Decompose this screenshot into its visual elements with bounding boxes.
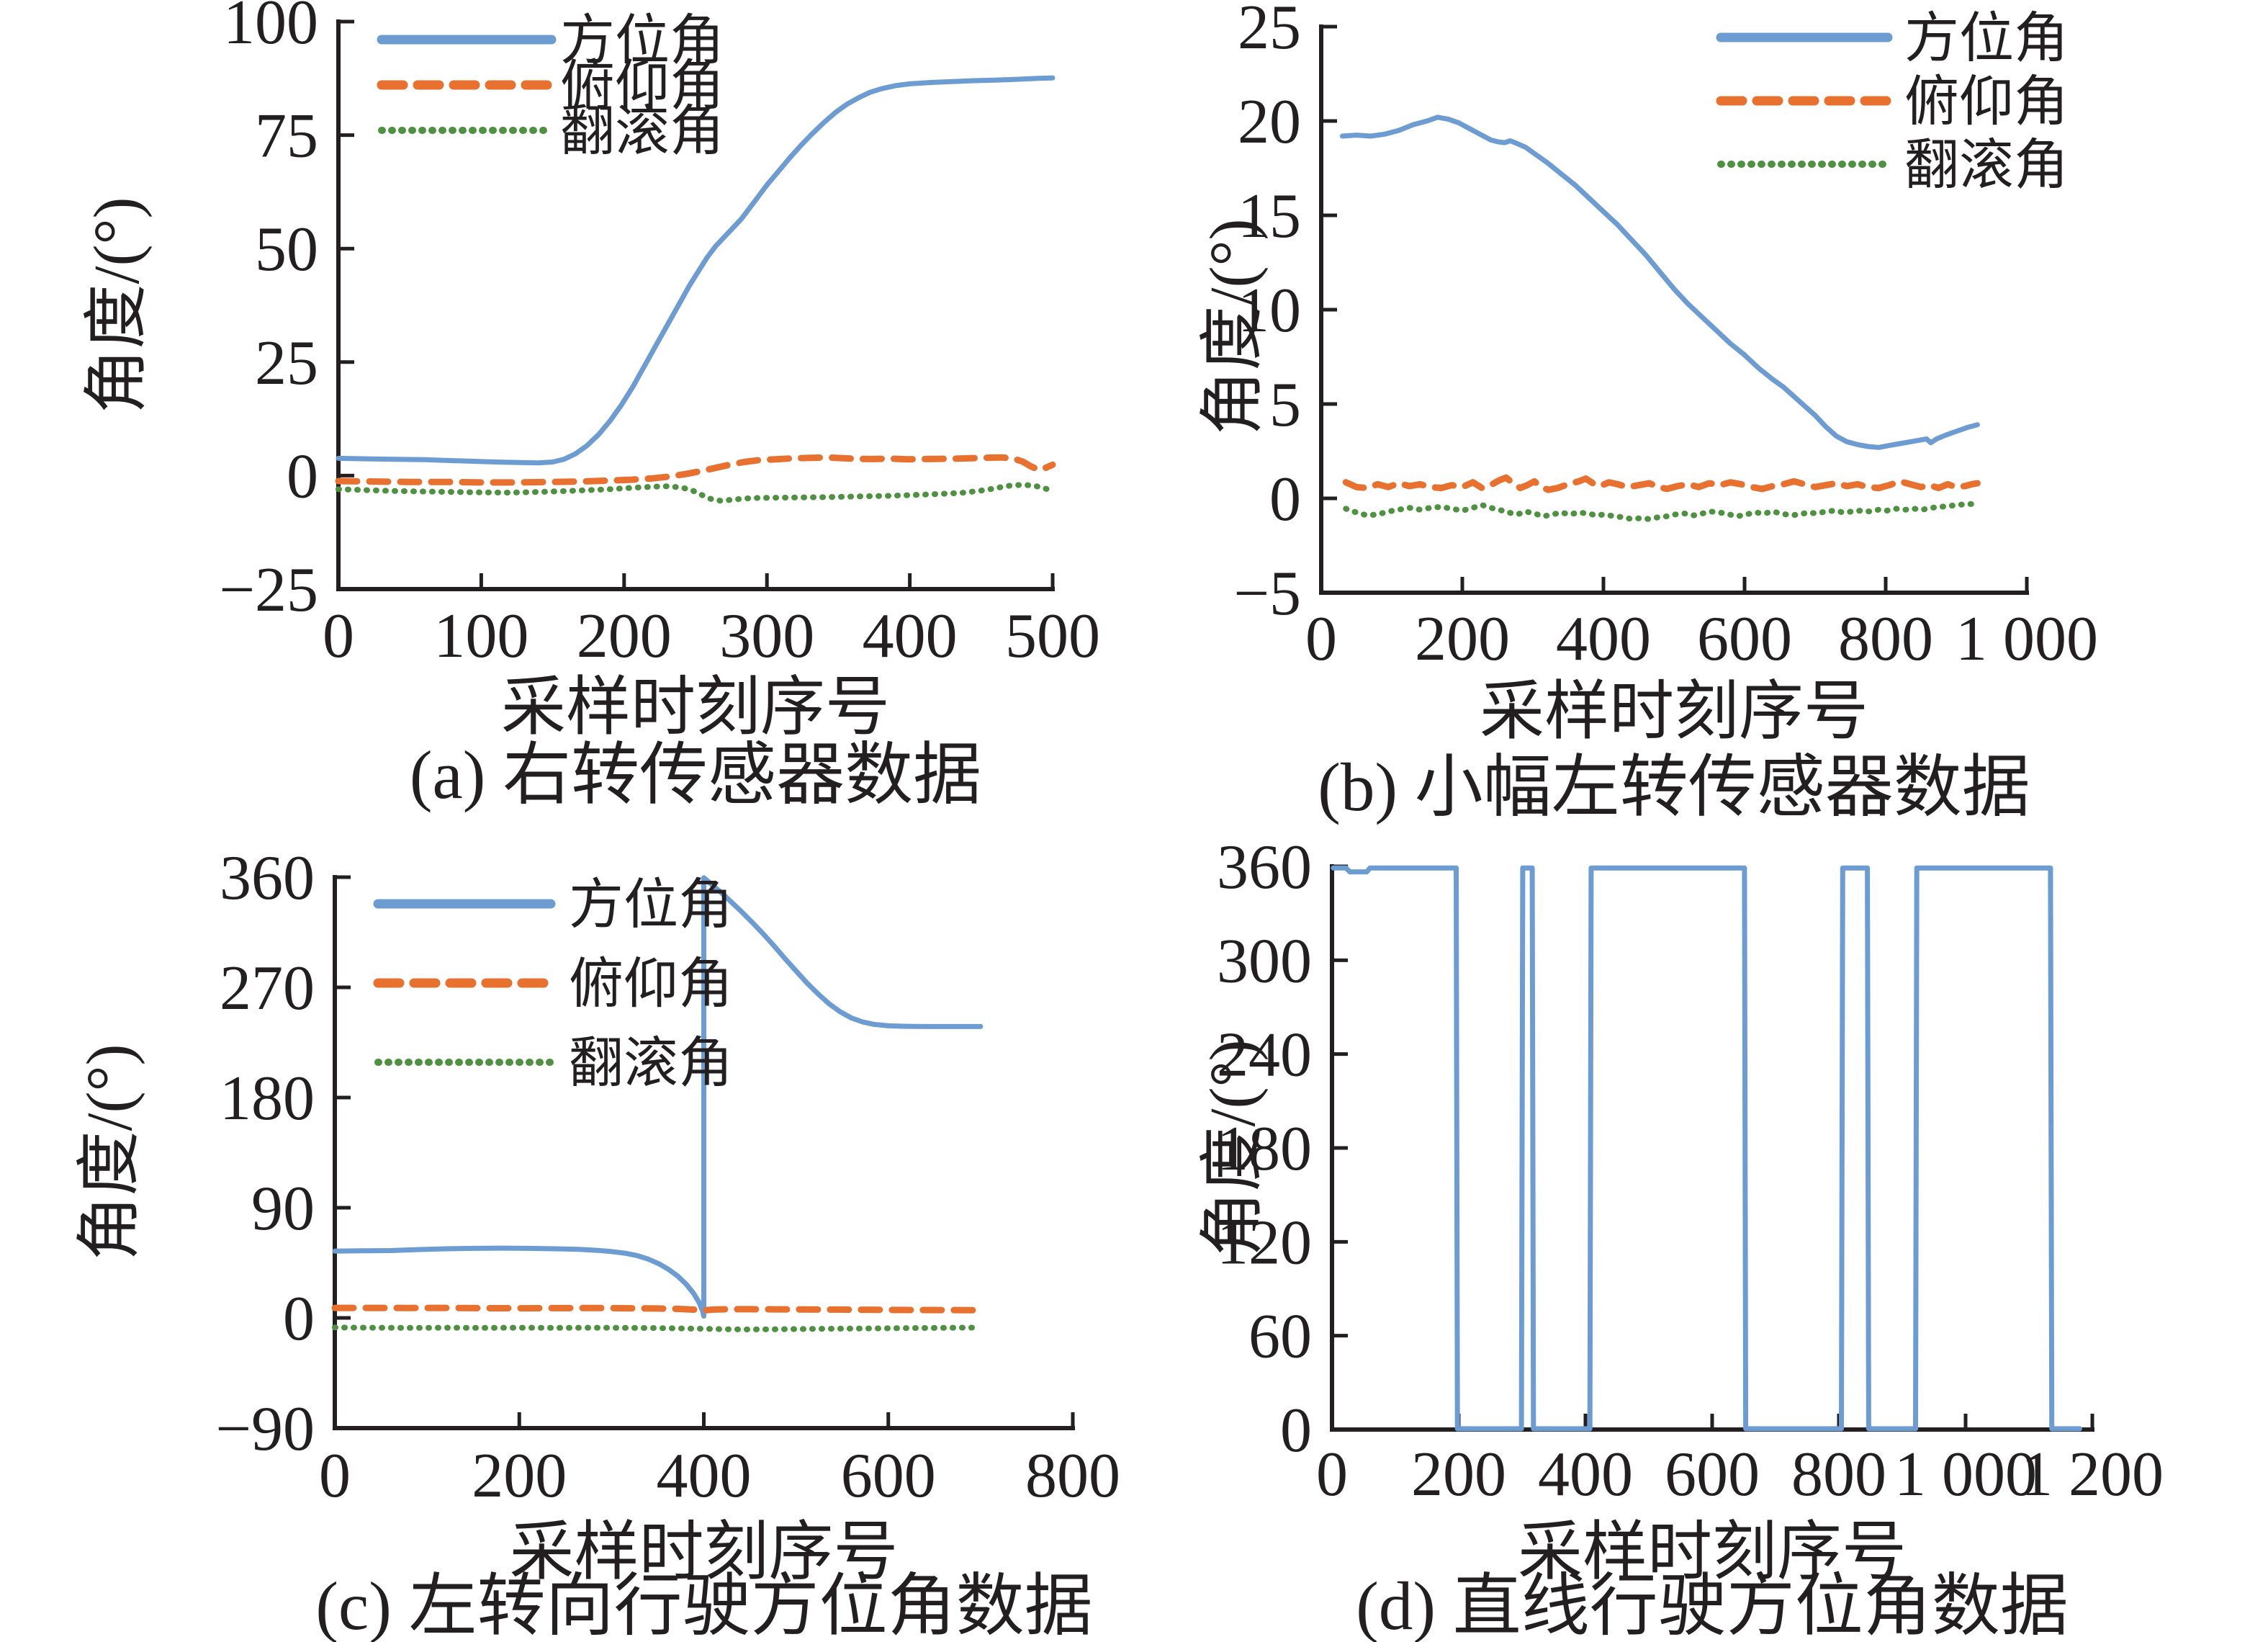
x-tick-label: 600 <box>841 1441 936 1511</box>
series-line-azimuth <box>1339 115 1980 450</box>
x-axis-title: 采样时刻序号 <box>1518 1517 1907 1588</box>
x-tick-label: 300 <box>719 601 814 671</box>
y-axis-title: 角度/(°) <box>81 197 153 414</box>
y-tick-label: 0 <box>283 1284 315 1354</box>
series-line-azimuth <box>1331 865 2082 1432</box>
y-tick-label: −90 <box>215 1394 315 1464</box>
y-tick-label: 25 <box>255 328 318 398</box>
x-tick-label: 0 <box>1316 1440 1348 1509</box>
y-axis-title: 角度/(°) <box>74 1044 145 1261</box>
legend-label-roll: 翻滚角 <box>569 1033 733 1094</box>
x-tick-label: 600 <box>1697 604 1792 674</box>
x-axis-title: 采样时刻序号 <box>1480 676 1868 748</box>
x-axis-title: 采样时刻序号 <box>510 1517 899 1588</box>
legend-label-azimuth: 方位角 <box>560 11 724 71</box>
legend-label-roll: 翻滚角 <box>1904 135 2069 196</box>
y-tick-label: 180 <box>1217 1114 1312 1184</box>
series-line-pitch <box>331 1304 984 1314</box>
y-tick-label: −5 <box>1233 559 1301 629</box>
x-tick-label: 800 <box>1838 604 1933 674</box>
y-tick-label: 10 <box>1238 276 1301 346</box>
x-tick-label: 1 000 <box>1894 1440 2037 1509</box>
y-axis-title: 角度/(°) <box>1197 219 1269 436</box>
y-tick-label: 50 <box>255 215 318 284</box>
x-tick-label: 800 <box>1791 1440 1886 1509</box>
x-tick-label: 200 <box>1415 604 1510 674</box>
axis-lines <box>1330 864 2094 1432</box>
legend-label-azimuth: 方位角 <box>1904 9 2069 69</box>
y-tick-label: 20 <box>1238 87 1301 157</box>
series-line-roll <box>332 1324 984 1332</box>
legend-label-pitch: 俯仰角 <box>560 56 724 117</box>
legend-label-pitch: 俯仰角 <box>1904 72 2069 133</box>
y-tick-label: 180 <box>220 1064 315 1134</box>
y-tick-label: 300 <box>1217 926 1312 996</box>
x-tick-label: 200 <box>1411 1440 1506 1509</box>
series-line-azimuth <box>332 875 984 1319</box>
series-line-azimuth <box>336 75 1056 466</box>
chart-caption: (b) 小幅左转传感器数据 <box>1318 749 2030 825</box>
y-tick-label: 90 <box>251 1174 315 1244</box>
y-tick-label: 5 <box>1269 370 1301 440</box>
y-tick-label: 100 <box>223 0 318 58</box>
x-tick-label: 800 <box>1025 1441 1120 1511</box>
x-tick-label: 600 <box>1665 1440 1760 1509</box>
x-tick-label: 1 000 <box>1956 604 2098 674</box>
legend-label-roll: 翻滚角 <box>560 102 724 162</box>
x-tick-label: 400 <box>657 1441 752 1511</box>
x-tick-label: 100 <box>433 601 528 671</box>
x-tick-label: 1 200 <box>2021 1440 2164 1509</box>
x-tick-label: 400 <box>1556 604 1651 674</box>
y-tick-label: 120 <box>1217 1208 1312 1278</box>
x-axis-title: 采样时刻序号 <box>501 672 890 743</box>
y-tick-label: 60 <box>1248 1302 1312 1372</box>
series-line-pitch <box>335 454 1056 486</box>
chart-caption: (d) 直线行驶方位角数据 <box>1356 1568 2069 1642</box>
y-tick-label: 0 <box>287 441 318 511</box>
legend-label-pitch: 俯仰角 <box>569 954 733 1015</box>
y-tick-label: 360 <box>220 843 315 913</box>
x-tick-label: 400 <box>1538 1440 1633 1509</box>
y-tick-label: 25 <box>1238 0 1301 63</box>
x-tick-label: 0 <box>319 1441 351 1511</box>
y-tick-label: 75 <box>255 102 318 171</box>
y-tick-label: −25 <box>219 555 318 625</box>
y-tick-label: 0 <box>1280 1396 1312 1466</box>
chart-caption: (c) 左转向行驶方位角数据 <box>315 1568 1092 1642</box>
series-line-roll <box>336 482 1056 504</box>
y-tick-label: 0 <box>1269 465 1301 534</box>
x-tick-label: 500 <box>1005 601 1100 671</box>
y-axis-title: 角度/(°) <box>1197 1040 1269 1257</box>
x-tick-label: 0 <box>323 601 354 671</box>
x-tick-label: 200 <box>577 601 672 671</box>
series-line-roll <box>1343 501 1977 522</box>
y-tick-label: 360 <box>1217 833 1312 902</box>
series-line-pitch <box>1342 474 1981 493</box>
chart-caption: (a) 右转传感器数据 <box>410 737 981 813</box>
y-tick-label: 270 <box>220 954 315 1023</box>
x-tick-label: 0 <box>1305 604 1337 674</box>
y-tick-label: 240 <box>1217 1020 1312 1090</box>
legend-label-azimuth: 方位角 <box>569 875 733 936</box>
y-tick-label: 15 <box>1238 181 1301 251</box>
x-tick-label: 400 <box>863 601 958 671</box>
x-tick-label: 200 <box>472 1441 567 1511</box>
